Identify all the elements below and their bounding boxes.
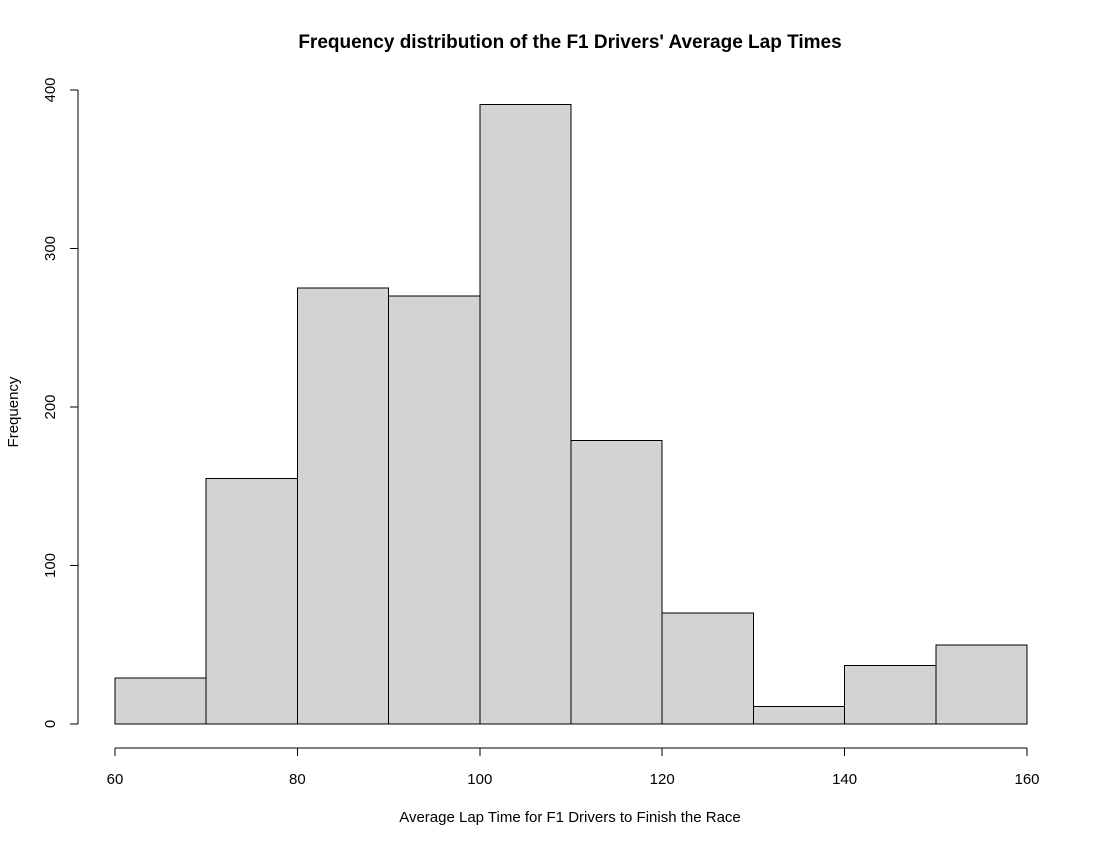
x-tick-label: 80 bbox=[289, 771, 306, 788]
histogram-bar-80-90 bbox=[296, 287, 390, 725]
x-tick-label: 60 bbox=[107, 771, 124, 788]
y-tick-label: 300 bbox=[42, 236, 59, 261]
y-axis: 0 100 200 300 400 bbox=[42, 77, 79, 728]
histogram-bar-110-120 bbox=[570, 439, 663, 725]
y-tick-label: 400 bbox=[42, 77, 59, 102]
x-tick-label: 140 bbox=[832, 771, 857, 788]
histogram-bar-120-130 bbox=[661, 612, 754, 725]
chart-title: Frequency distribution of the F1 Drivers… bbox=[298, 32, 841, 53]
y-tick-label: 0 bbox=[42, 720, 59, 728]
y-tick-label: 100 bbox=[42, 553, 59, 578]
x-axis: 60 80 100 120 140 160 bbox=[107, 747, 1040, 788]
histogram-bar-130-140 bbox=[752, 706, 846, 725]
x-tick-label: 160 bbox=[1014, 771, 1039, 788]
y-tick-label: 200 bbox=[42, 394, 59, 419]
x-axis-label: Average Lap Time for F1 Drivers to Finis… bbox=[399, 809, 741, 826]
histogram-bar-60-70 bbox=[114, 677, 207, 725]
histogram-bar-100-110 bbox=[479, 103, 572, 725]
histogram-bar-150-160 bbox=[935, 644, 1028, 725]
histogram-bar-70-80 bbox=[205, 477, 298, 725]
histogram-bar-90-100 bbox=[388, 295, 481, 725]
histogram-bar-140-150 bbox=[844, 664, 937, 725]
y-axis-label: Frequency bbox=[5, 376, 22, 447]
x-tick-label: 120 bbox=[650, 771, 675, 788]
bars-group bbox=[114, 103, 1028, 725]
x-tick-label: 100 bbox=[467, 771, 492, 788]
